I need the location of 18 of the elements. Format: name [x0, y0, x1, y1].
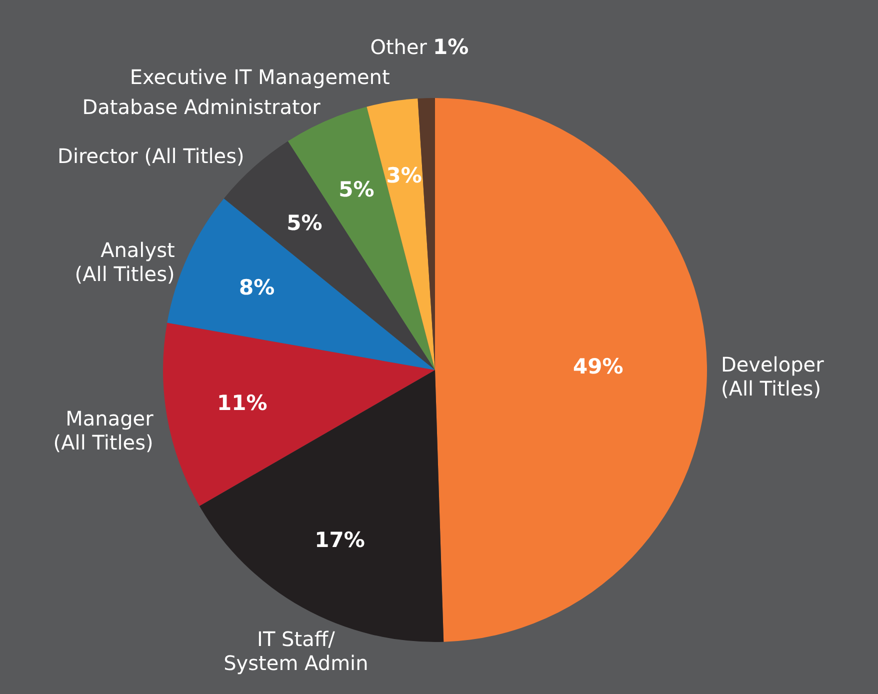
data-label: 11% [217, 391, 268, 416]
pie-slice [163, 322, 435, 506]
slice-label: Database Administrator [82, 94, 322, 119]
data-label: 8% [239, 276, 275, 300]
slice-label: Other [370, 34, 428, 59]
data-label: 49% [573, 354, 624, 378]
slice-label: Developer (All Titles) [720, 352, 825, 400]
slice-label: IT Staff/ System Admin [224, 626, 368, 675]
slice-label: Analyst (All Titles) [74, 238, 175, 286]
data-label: 17% [314, 528, 365, 552]
slice-label: Manager (All Titles) [53, 406, 154, 455]
data-label: 5% [286, 211, 322, 236]
data-label: 1% [433, 34, 469, 59]
pie-slice [435, 98, 707, 642]
slice-label: Executive IT Management [130, 64, 390, 89]
data-label: 5% [338, 178, 374, 202]
slice-label: Director (All Titles) [58, 144, 244, 168]
data-label: 3% [386, 164, 422, 188]
